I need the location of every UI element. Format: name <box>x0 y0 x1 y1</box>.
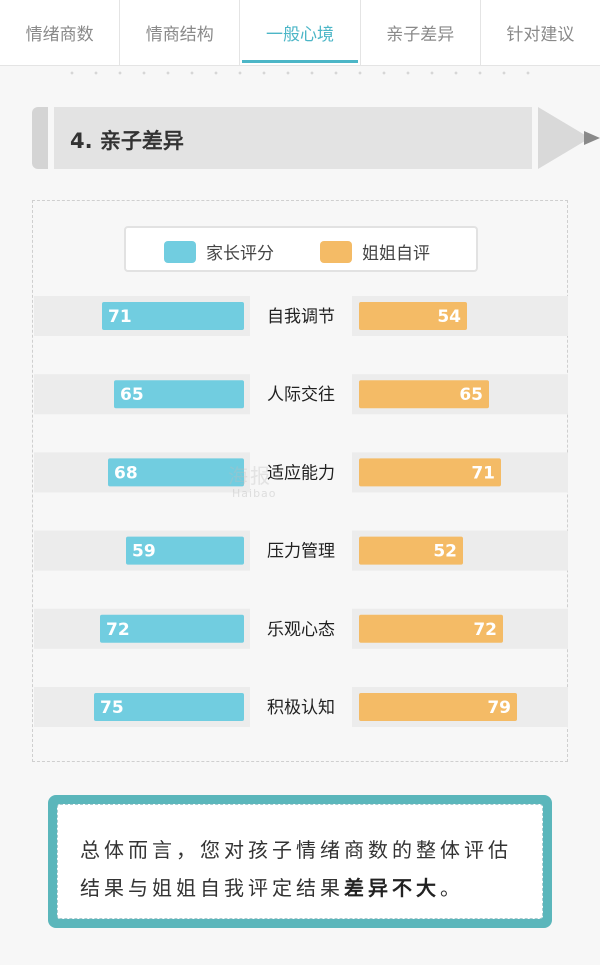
tab-suggestions[interactable]: 针对建议 <box>506 25 575 45</box>
summary-card-inner: 总体而言，您对孩子情绪商数的整体评估结果与姐姐自我评定结果差异不大。 <box>57 804 543 919</box>
tab-bar: 情绪商数 情商结构 一般心境 亲子差异 针对建议 <box>0 0 600 66</box>
section-header-band <box>54 107 532 169</box>
chart-legend: 家长评分 姐姐自评 <box>124 226 478 272</box>
tab-eq-score[interactable]: 情绪商数 <box>0 0 121 65</box>
dotted-divider <box>60 70 540 76</box>
legend-item-parent: 家长评分 <box>164 239 274 264</box>
summary-card: 总体而言，您对孩子情绪商数的整体评估结果与姐姐自我评定结果差异不大。 <box>48 795 552 928</box>
chart-frame <box>32 200 568 762</box>
section-header: 4. 亲子差异 <box>32 107 600 169</box>
legend-swatch-sister <box>320 240 352 263</box>
watermark-subtext: Haibao <box>232 487 277 500</box>
legend-label-sister: 姐姐自评 <box>362 244 430 264</box>
section-title: 4. 亲子差异 <box>70 129 184 153</box>
watermark: 海报 <box>228 464 272 488</box>
arrow-tip-icon <box>584 131 600 145</box>
arrow-right-icon <box>538 107 590 169</box>
tab-general-mood[interactable]: 一般心境 <box>240 0 361 65</box>
summary-text-main: 总体而言，您对孩子情绪商数的整体评估结果与姐姐自我评定结果 <box>80 838 512 900</box>
summary-emphasis: 差异不大 <box>344 876 440 900</box>
summary-text-end: 。 <box>440 876 464 900</box>
tab-parent-child-difference[interactable]: 亲子差异 <box>361 0 481 65</box>
section-header-tab <box>32 107 48 169</box>
legend-item-sister: 姐姐自评 <box>320 239 430 264</box>
summary-text: 总体而言，您对孩子情绪商数的整体评估结果与姐姐自我评定结果差异不大。 <box>80 831 526 907</box>
legend-swatch-parent <box>164 240 196 263</box>
legend-label-parent: 家长评分 <box>206 244 274 264</box>
tab-eq-structure[interactable]: 情商结构 <box>120 0 241 65</box>
